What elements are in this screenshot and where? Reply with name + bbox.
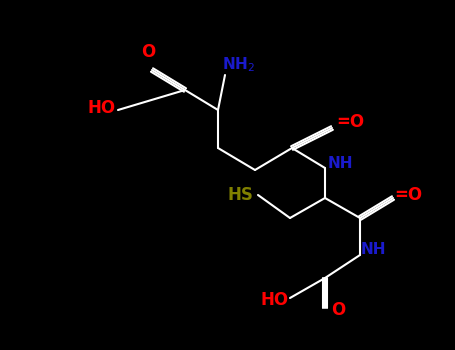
Text: NH: NH (327, 155, 353, 170)
Text: HO: HO (261, 291, 289, 309)
Text: HS: HS (227, 186, 253, 204)
Text: =O: =O (336, 113, 364, 131)
Text: HO: HO (88, 99, 116, 117)
Text: NH: NH (360, 243, 386, 258)
Text: O: O (331, 301, 345, 319)
Text: NH$_2$: NH$_2$ (222, 56, 254, 74)
Text: =O: =O (394, 186, 422, 204)
Text: O: O (141, 43, 155, 61)
